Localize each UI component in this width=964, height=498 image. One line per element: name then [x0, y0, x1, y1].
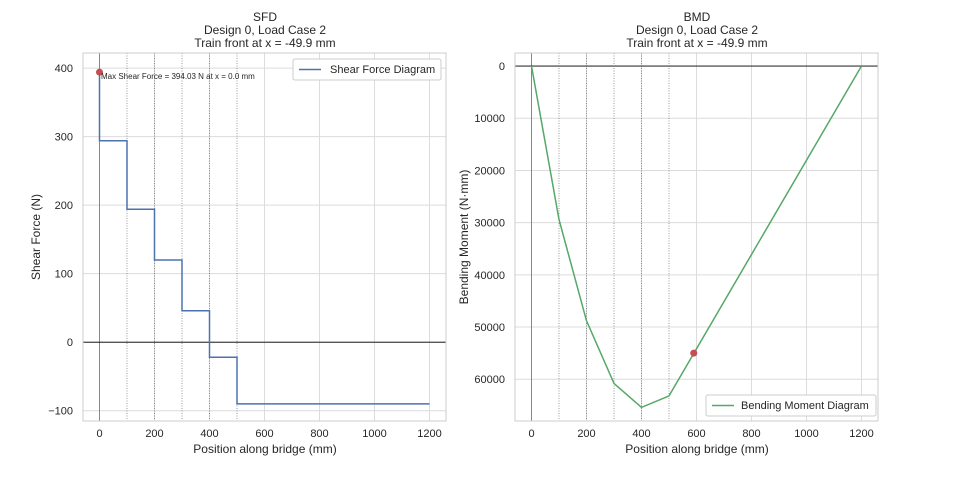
sfd-y-tick-label: 300 [55, 132, 73, 144]
bmd-y-tick-label: 50000 [474, 322, 505, 334]
sfd-x-tick-label: 400 [200, 428, 218, 440]
bmd-y-tick-label: 10000 [474, 113, 505, 125]
sfd-grid [83, 53, 446, 421]
sfd-x-tick-label: 200 [145, 428, 163, 440]
bmd-vlines [531, 53, 670, 421]
sfd-legend: Shear Force Diagram [292, 58, 442, 81]
bmd-series-line [530, 65, 863, 409]
bmd-x-ticks: 0 200 400 600 800 1000 1200 [528, 428, 873, 440]
sfd-subtitle-2: Train front at x = -49.9 mm [194, 36, 335, 50]
bmd-y-axis-label: Bending Moment (N·mm) [457, 170, 471, 305]
bmd-legend-box [705, 394, 877, 417]
bmd-y-tick-label: 60000 [474, 374, 505, 386]
sfd-axes-frame [82, 52, 447, 422]
bmd-x-tick-label: 400 [632, 428, 650, 440]
sfd-max-annotation: Max Shear Force = 394.03 N at x = 0.0 mm [101, 72, 255, 81]
sfd-series-line [98, 72, 430, 405]
sfd-x-ticks: 0 200 400 600 800 1000 1200 [96, 428, 441, 440]
bmd-y-ticks: 0 10000 20000 30000 40000 50000 60000 [474, 61, 505, 386]
bmd-panel: BMD Design 0, Load Case 2 Train front at… [457, 10, 879, 456]
bmd-x-tick-label: 1000 [794, 428, 818, 440]
bmd-title: BMD [684, 10, 711, 24]
bmd-x-axis-label: Position along bridge (mm) [625, 442, 768, 456]
sfd-x-axis-label: Position along bridge (mm) [193, 442, 336, 456]
bmd-y-tick-label: 20000 [474, 165, 505, 177]
bmd-series [530, 65, 863, 409]
sfd-series [98, 72, 430, 405]
bmd-marker-point [690, 349, 698, 357]
sfd-y-tick-label: −100 [48, 406, 73, 418]
sfd-legend-box [292, 58, 442, 81]
bmd-y-tick-label: 0 [499, 61, 505, 73]
sfd-title: SFD [253, 10, 277, 24]
sfd-x-tick-label: 0 [96, 428, 102, 440]
sfd-max-marker [96, 68, 103, 76]
sfd-marker-point [96, 68, 103, 76]
bmd-x-tick-label: 1200 [849, 428, 873, 440]
sfd-vlines [99, 53, 238, 421]
sfd-x-tick-label: 1000 [362, 428, 386, 440]
bmd-legend-label: Bending Moment Diagram [741, 400, 869, 412]
sfd-y-axis-label: Shear Force (N) [29, 194, 43, 280]
sfd-y-tick-label: 400 [55, 63, 73, 75]
sfd-y-tick-label: 0 [67, 337, 73, 349]
bmd-x-tick-label: 800 [742, 428, 760, 440]
bmd-y-tick-label: 30000 [474, 218, 505, 230]
sfd-panel: SFD Design 0, Load Case 2 Train front at… [29, 10, 447, 456]
bmd-legend: Bending Moment Diagram [705, 394, 877, 417]
sfd-x-tick-label: 1200 [417, 428, 441, 440]
sfd-y-tick-label: 100 [55, 269, 73, 281]
bmd-x-tick-label: 600 [687, 428, 705, 440]
bmd-subtitle-1: Design 0, Load Case 2 [636, 23, 758, 37]
sfd-x-tick-label: 600 [255, 428, 273, 440]
bmd-axes-frame [514, 52, 879, 422]
bmd-x-tick-label: 0 [528, 428, 534, 440]
bmd-y-tick-label: 40000 [474, 270, 505, 282]
bmd-grid [515, 53, 878, 421]
bmd-x-tick-label: 200 [577, 428, 595, 440]
sfd-subtitle-1: Design 0, Load Case 2 [204, 23, 326, 37]
bmd-subtitle-2: Train front at x = -49.9 mm [626, 36, 767, 50]
sfd-legend-label: Shear Force Diagram [330, 64, 435, 76]
bmd-marker [690, 349, 698, 357]
sfd-x-tick-label: 800 [310, 428, 328, 440]
sfd-y-tick-label: 200 [55, 200, 73, 212]
sfd-y-ticks: 400 300 200 100 0 −100 [48, 63, 73, 418]
